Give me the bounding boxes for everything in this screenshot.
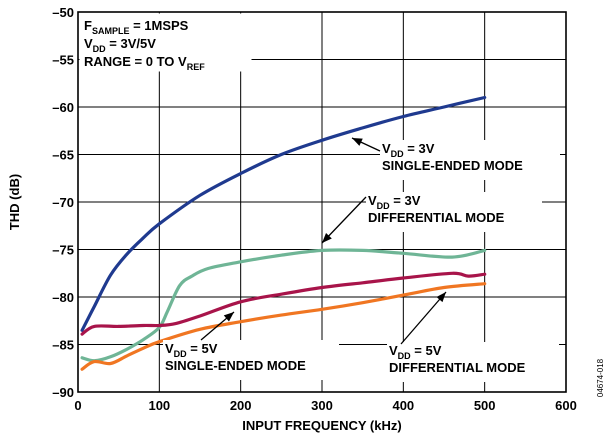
y-tick-label: –60 [52, 100, 74, 115]
series-line-3 [80, 271, 487, 336]
y-tick-label: –85 [52, 338, 74, 353]
y-tick-label: –75 [52, 243, 74, 258]
y-axis-title: THD (dB) [7, 174, 22, 230]
y-tick-label: –70 [52, 195, 74, 210]
x-tick-label: 300 [311, 398, 333, 413]
annotation-background-1 [380, 140, 560, 180]
figure-id: 04674-018 [596, 358, 605, 397]
annotation-mode-4: DIFFERENTIAL MODE [389, 360, 526, 375]
x-tick-label: 600 [555, 398, 577, 413]
annotation-label-2: VDD = 3V [368, 193, 421, 211]
annotation-background-2 [366, 192, 542, 232]
annotation-label-4: VDD = 5V [389, 343, 442, 361]
x-tick-label: 400 [392, 398, 414, 413]
annotation-arrowhead-1 [352, 138, 363, 146]
series-line-2 [80, 248, 487, 363]
x-tick-labels: 0 100 200 300 400 500 600 [74, 398, 576, 413]
annotation-mode-1: SINGLE-ENDED MODE [382, 158, 523, 173]
y-tick-label: –65 [52, 148, 74, 163]
annotation-label-3: VDD = 5V [165, 341, 218, 359]
annotation-label-1: VDD = 3V [382, 141, 435, 159]
x-axis-title: INPUT FREQUENCY (kHz) [242, 418, 401, 433]
x-tick-label: 500 [474, 398, 496, 413]
annotation-background-3 [163, 340, 339, 380]
series-line-4 [80, 282, 487, 371]
condition-line-3: RANGE = 0 TO VREF [84, 54, 205, 72]
y-tick-label: –55 [52, 53, 74, 68]
y-tick-label: –90 [52, 385, 74, 400]
condition-line-1: FSAMPLE = 1MSPS [84, 18, 189, 36]
condition-line-2: VDD = 3V/5V [84, 36, 156, 54]
annotation-arrow-4 [400, 291, 447, 345]
y-tick-labels: –50 –55 –60 –65 –70 –75 –80 –85 –90 [52, 5, 74, 400]
annotation-arrow-2 [321, 196, 367, 244]
series-line-1 [80, 95, 487, 332]
annotation-mode-2: DIFFERENTIAL MODE [368, 210, 505, 225]
annotation-arrowhead-2 [322, 233, 332, 243]
annotation-arrowhead-3 [223, 312, 234, 322]
annotation-background-4 [387, 342, 559, 382]
x-tick-label: 100 [148, 398, 170, 413]
x-tick-label: 0 [74, 398, 81, 413]
y-tick-label: –80 [52, 290, 74, 305]
conditions-background [79, 13, 252, 72]
plot-frame [77, 11, 567, 393]
annotation-arrowhead-4 [436, 292, 446, 303]
annotation-mode-3: SINGLE-ENDED MODE [165, 358, 306, 373]
y-tick-label: –50 [52, 5, 74, 20]
x-tick-label: 200 [230, 398, 252, 413]
series-layer [80, 95, 487, 371]
